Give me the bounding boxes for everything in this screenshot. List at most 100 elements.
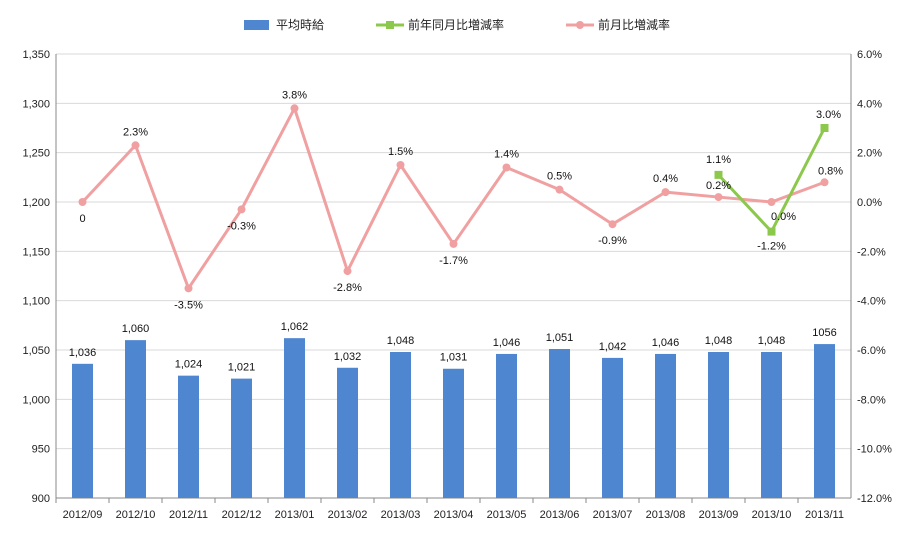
x-axis-tick-label: 2012/12 xyxy=(222,509,262,521)
bar-value-label: 1,046 xyxy=(652,337,680,349)
line-value-label: 3.0% xyxy=(816,109,841,121)
series-marker xyxy=(396,161,405,169)
line-value-label: -3.5% xyxy=(174,299,203,311)
bar xyxy=(72,363,93,498)
bar xyxy=(390,351,411,498)
line-value-label: 3.8% xyxy=(282,89,307,101)
x-axis-tick-label: 2013/04 xyxy=(434,509,474,521)
series-marker xyxy=(820,124,829,132)
line-series xyxy=(78,104,829,293)
left-axis-tick-label: 1,000 xyxy=(22,394,50,406)
right-axis-tick-label: 2.0% xyxy=(857,148,882,160)
x-axis-tick-label: 2013/01 xyxy=(275,509,315,521)
bar xyxy=(231,378,252,498)
bar xyxy=(708,351,729,498)
line-value-label: 0.0% xyxy=(771,211,796,223)
line-value-label: 0.2% xyxy=(706,180,731,192)
series-marker xyxy=(767,198,776,206)
line-value-label: -0.3% xyxy=(227,220,256,232)
bar xyxy=(814,344,835,498)
bar-value-label: 1,042 xyxy=(599,341,627,353)
series-marker xyxy=(131,141,140,150)
legend-swatch-marker xyxy=(576,21,584,29)
right-axis-tick-label: -10.0% xyxy=(857,444,892,456)
x-axis-tick-label: 2012/11 xyxy=(169,509,208,521)
right-axis-tick-label: 0.0% xyxy=(857,197,882,209)
series-marker xyxy=(608,220,617,229)
bar-value-label: 1,048 xyxy=(705,335,733,347)
bar-value-label: 1,060 xyxy=(122,323,150,335)
bar xyxy=(761,351,782,498)
right-axis-tick-label: -4.0% xyxy=(857,296,886,308)
x-axis-tick-label: 2013/03 xyxy=(381,509,421,521)
line-value-label: -1.2% xyxy=(757,241,786,253)
x-axis-tick-label: 2012/09 xyxy=(63,509,103,521)
legend-label: 前年同月比増減率 xyxy=(408,17,504,32)
right-axis-tick-label: 6.0% xyxy=(857,49,882,61)
line-value-label: -2.8% xyxy=(333,282,362,294)
left-axis-tick-label: 900 xyxy=(32,493,50,505)
bar-value-label: 1,048 xyxy=(387,335,415,347)
bar xyxy=(284,338,305,498)
series-marker xyxy=(237,205,246,214)
bar-value-label: 1,031 xyxy=(440,352,468,364)
legend-label: 平均時給 xyxy=(276,18,324,32)
bar-value-label: 1,051 xyxy=(546,332,574,344)
left-axis-tick-label: 950 xyxy=(32,444,50,456)
series-marker xyxy=(78,198,87,206)
series-marker xyxy=(290,104,299,113)
bar-value-label: 1,032 xyxy=(334,351,362,363)
bar xyxy=(443,368,464,498)
x-axis-tick-label: 2013/05 xyxy=(487,509,527,521)
series-marker xyxy=(449,239,458,248)
bar xyxy=(496,353,517,498)
right-axis-tick-label: -12.0% xyxy=(857,493,892,505)
legend-swatch-bar xyxy=(244,20,269,30)
right-axis-tick-label: 4.0% xyxy=(857,98,882,110)
bar xyxy=(655,353,676,498)
legend: 平均時給 前年同月比増減率 前月比増減率 xyxy=(244,17,670,32)
x-axis-tick-label: 2013/02 xyxy=(328,509,368,521)
line-value-label: 1.4% xyxy=(494,148,519,160)
series-marker xyxy=(555,185,564,194)
series-marker xyxy=(502,163,511,172)
x-axis-tick-label: 2013/08 xyxy=(646,509,686,521)
line-value-label: -0.9% xyxy=(598,235,627,247)
right-axis-tick-label: -6.0% xyxy=(857,345,886,357)
left-axis-tick-label: 1,150 xyxy=(22,246,50,258)
left-axis-tick-label: 1,300 xyxy=(22,98,50,110)
series-marker xyxy=(661,188,670,197)
line-value-label: 0 xyxy=(79,213,85,225)
axes: 900 950 1,000 1,050 1,100 1,150 1,200 1,250 1,30… xyxy=(22,49,892,521)
line-value-label: 0.4% xyxy=(653,173,678,185)
series-marker xyxy=(714,193,723,202)
series-marker xyxy=(343,267,352,276)
left-axis-tick-label: 1,100 xyxy=(22,296,50,308)
series-marker xyxy=(767,227,776,236)
x-axis-tick-label: 2013/10 xyxy=(752,509,792,521)
data-labels: 1,036 1,060 1,024 1,021 1,062 1,032 1,048 1,031… xyxy=(69,89,844,373)
bar-value-label: 1,036 xyxy=(69,347,97,359)
x-axis-tick-label: 2013/09 xyxy=(699,509,739,521)
bar xyxy=(178,375,199,498)
line-value-label: 1.5% xyxy=(388,146,413,158)
right-axis-tick-label: -2.0% xyxy=(857,246,886,258)
bar xyxy=(549,349,570,498)
line-value-label: 0.5% xyxy=(547,171,572,183)
series-marker xyxy=(714,170,723,179)
bar-series xyxy=(72,338,835,498)
bar-value-label: 1056 xyxy=(812,327,836,339)
left-axis-tick-label: 1,350 xyxy=(22,49,50,61)
bar-value-label: 1,062 xyxy=(281,321,309,333)
series-marker xyxy=(820,178,829,187)
left-axis-tick-label: 1,050 xyxy=(22,345,50,357)
bar xyxy=(337,367,358,498)
right-axis-tick-label: -8.0% xyxy=(857,394,886,406)
left-axis-tick-label: 1,200 xyxy=(22,197,50,209)
legend-label: 前月比増減率 xyxy=(598,17,670,32)
legend-swatch-marker xyxy=(386,21,394,29)
line-value-label: -1.7% xyxy=(439,255,468,267)
x-axis-tick-label: 2013/06 xyxy=(540,509,580,521)
x-axis-tick-label: 2012/10 xyxy=(116,509,156,521)
